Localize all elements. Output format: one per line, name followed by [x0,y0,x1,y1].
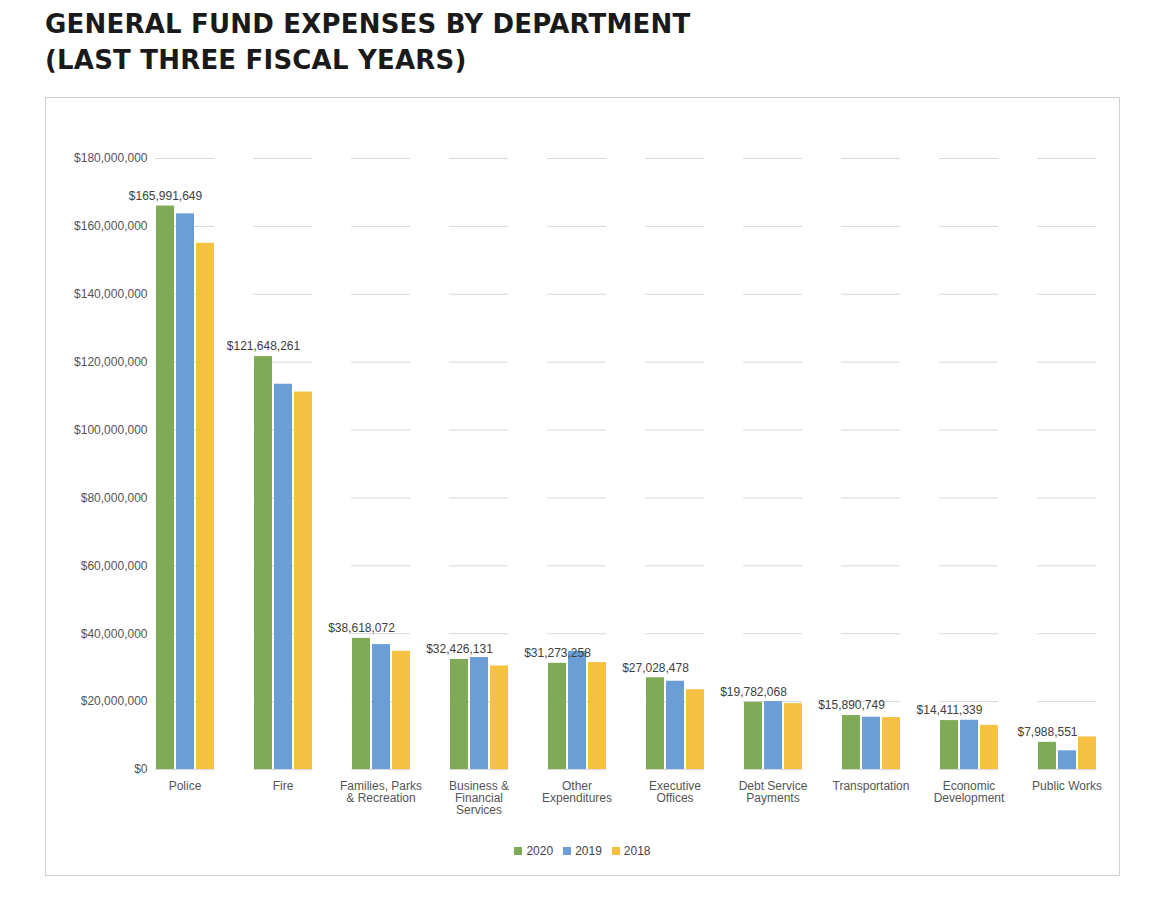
html-text:2020: 2020 [526,844,554,858]
svg-text:$19,782,068: $19,782,068 [720,685,787,699]
svg-text:ExecutiveOffices: ExecutiveOffices [649,779,701,805]
svg-text:$180,000,000: $180,000,000 [74,151,148,165]
svg-text:$27,028,478: $27,028,478 [622,661,689,675]
svg-text:$121,648,261: $121,648,261 [227,339,301,353]
svg-text:$60,000,000: $60,000,000 [81,559,148,573]
svg-text:$32,426,131: $32,426,131 [426,642,493,656]
svg-text:$7,988,551: $7,988,551 [1017,725,1077,739]
svg-text:$40,000,000: $40,000,000 [81,627,148,641]
svg-text:Families, Parks& Recreation: Families, Parks& Recreation [340,779,422,805]
svg-text:$31,273,258: $31,273,258 [524,646,591,660]
svg-text:$80,000,000: $80,000,000 [81,491,148,505]
svg-text:$120,000,000: $120,000,000 [74,355,148,369]
svg-text:$14,411,339: $14,411,339 [917,703,983,717]
svg-text:Public Works: Public Works [1032,779,1102,793]
svg-text:EconomicDevelopment: EconomicDevelopment [934,779,1005,805]
svg-text:$15,890,749: $15,890,749 [818,698,885,712]
svg-text:$38,618,072: $38,618,072 [328,621,395,635]
svg-text:$140,000,000: $140,000,000 [74,287,148,301]
svg-text:$0: $0 [134,762,148,776]
svg-text:OtherExpenditures: OtherExpenditures [542,779,612,805]
svg-text:$165,991,649: $165,991,649 [129,189,203,203]
svg-text:$160,000,000: $160,000,000 [74,219,148,233]
svg-text:Fire: Fire [273,779,294,793]
svg-text:$20,000,000: $20,000,000 [81,694,148,708]
svg-text:Police: Police [169,779,202,793]
svg-text:Business &FinancialServices: Business &FinancialServices [449,779,509,817]
html-text:2019: 2019 [575,844,602,858]
html-text:2018: 2018 [623,844,651,858]
svg-text:Debt ServicePayments: Debt ServicePayments [739,779,808,805]
svg-text:$100,000,000: $100,000,000 [74,423,148,437]
html-text:GENERAL FUND EXPENSES BY DEPAR: GENERAL FUND EXPENSES BY DEPARTMENT (LAS… [45,9,691,75]
svg-text:Transportation: Transportation [833,779,910,793]
